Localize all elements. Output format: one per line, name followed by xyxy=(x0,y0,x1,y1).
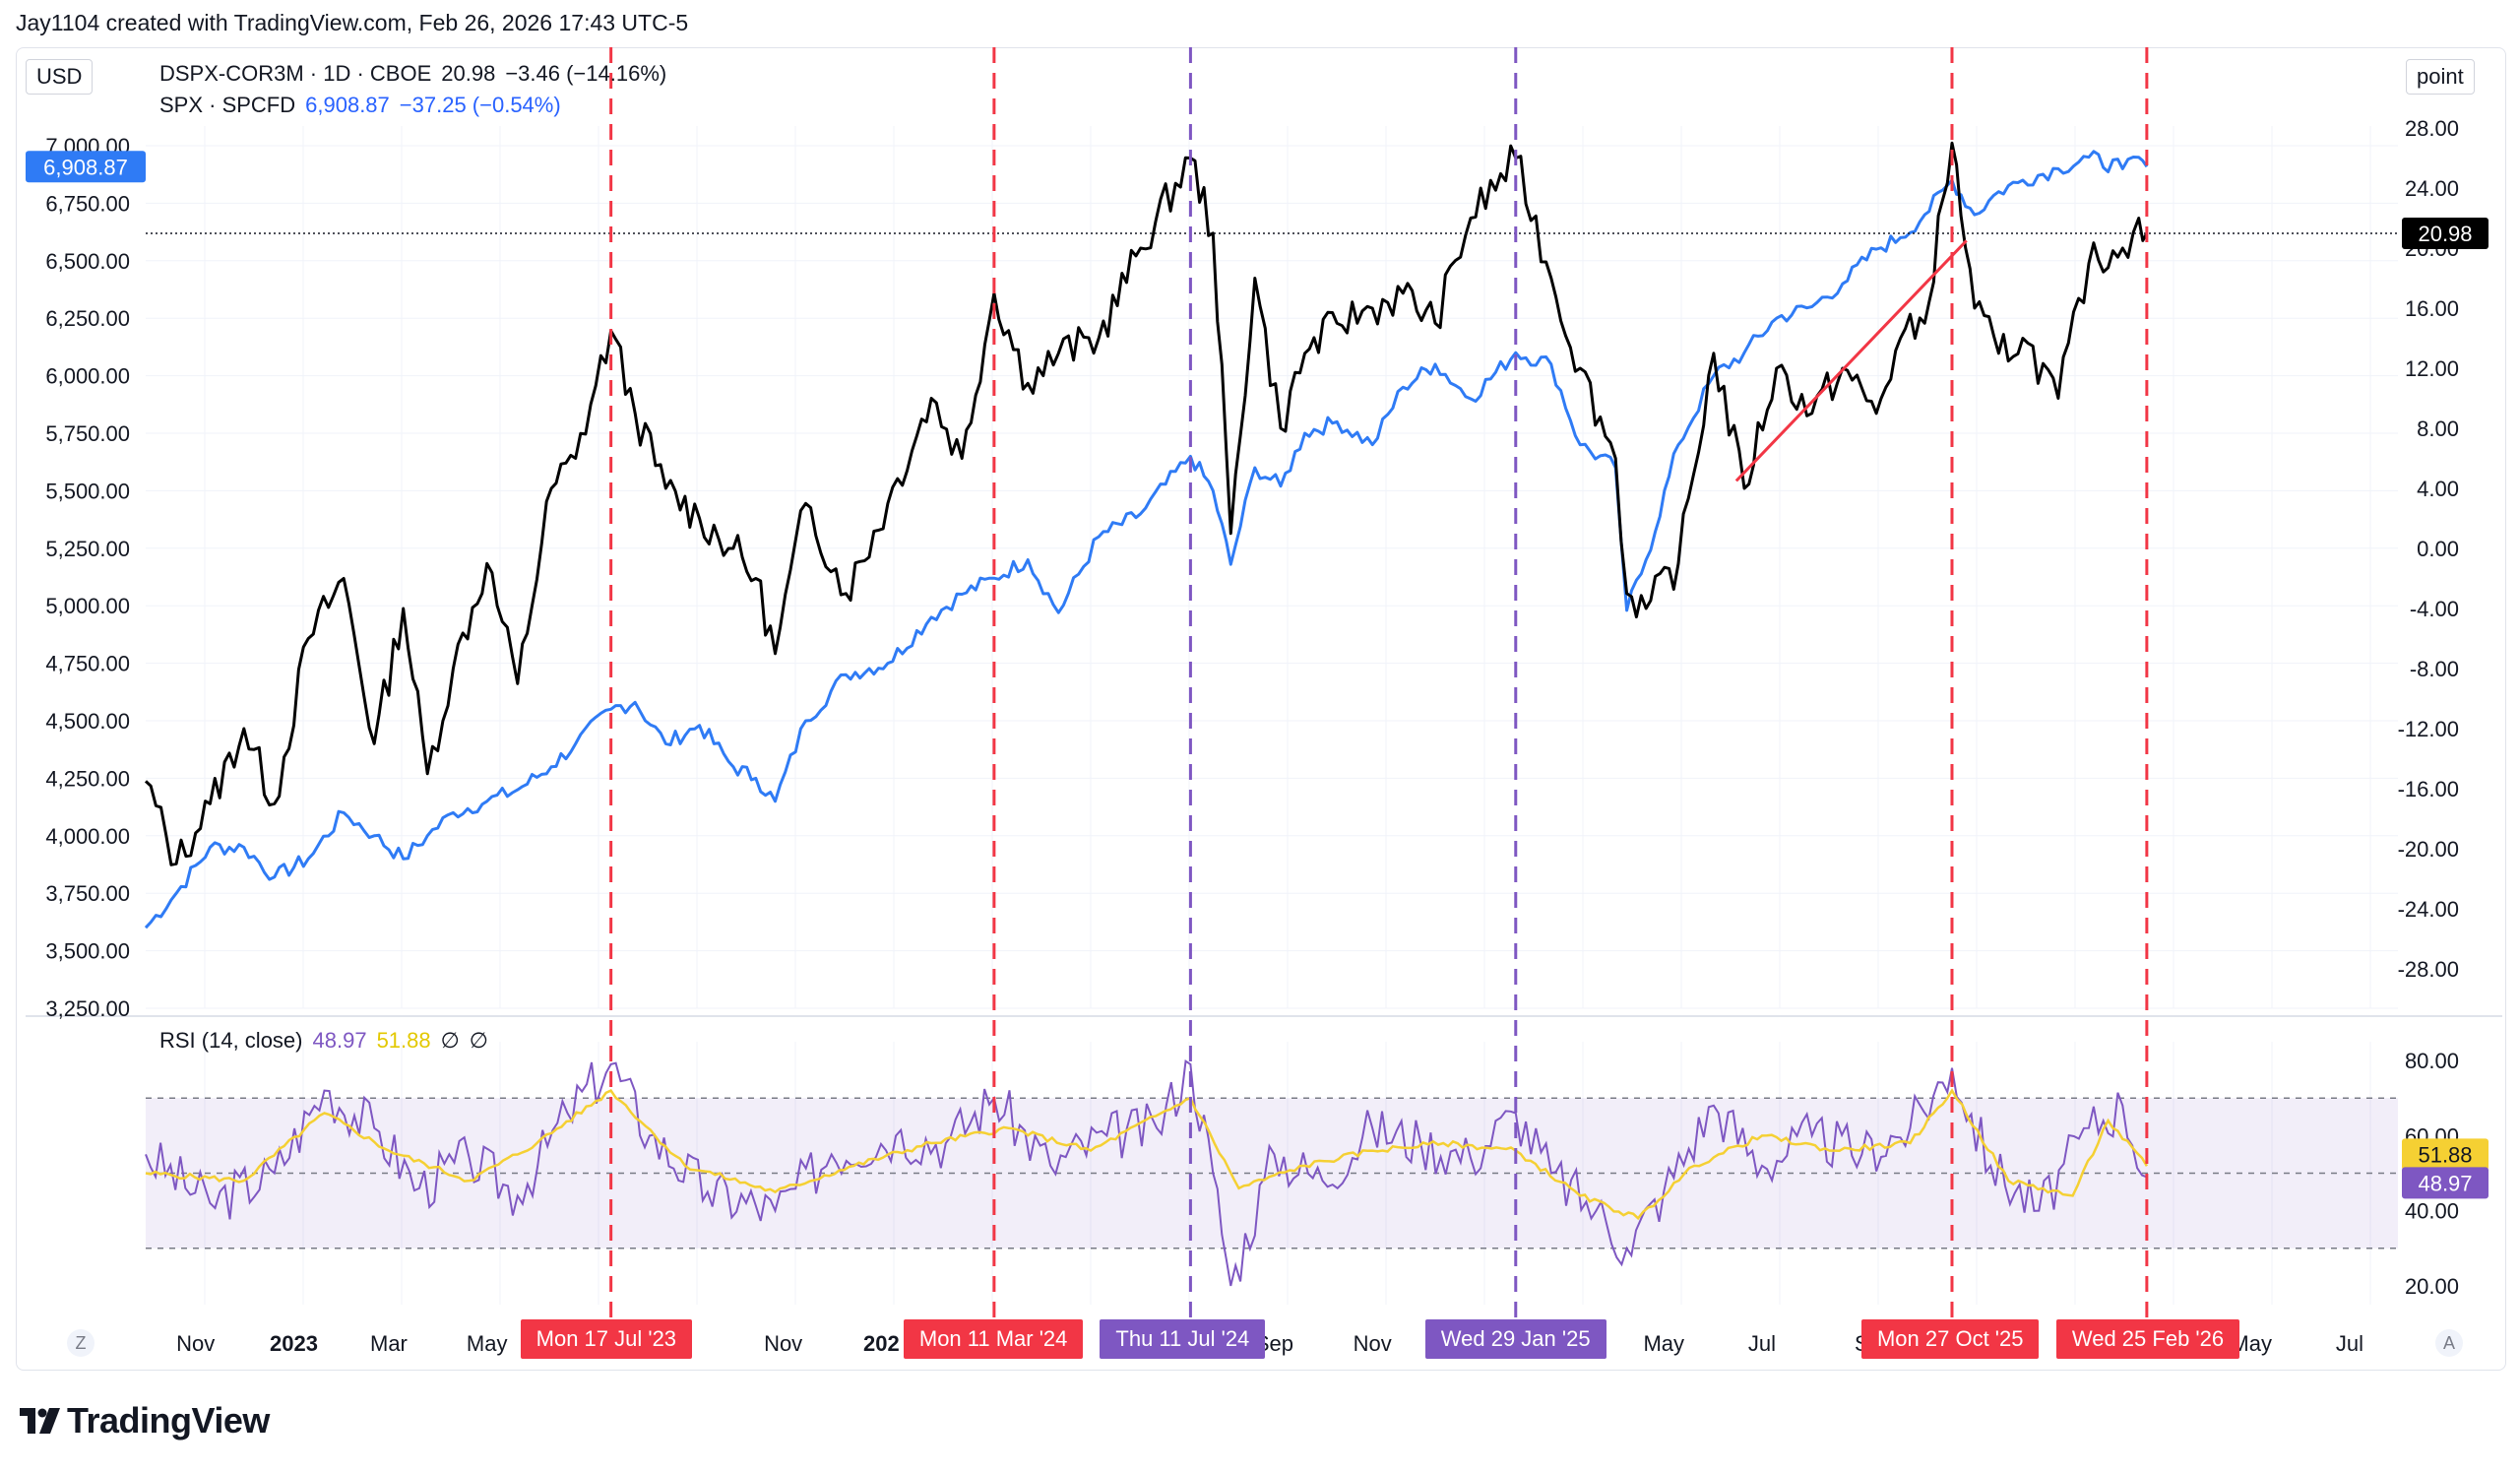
right-axis-tick: 28.00 xyxy=(2405,116,2459,141)
legend-rsi-extra1: ∅ xyxy=(440,1028,460,1053)
legend-series2-change: −37.25 (−0.54%) xyxy=(399,93,561,117)
spx-series-line[interactable] xyxy=(144,150,2149,929)
spx-last-badge-bg xyxy=(26,151,146,183)
legend-rsi-ma: 51.88 xyxy=(376,1028,431,1053)
time-axis-label: Jul xyxy=(1748,1331,1776,1356)
tradingview-logo: TradingView xyxy=(20,1400,270,1441)
right-axis-tick: 8.00 xyxy=(2417,416,2459,441)
time-axis-label: 2023 xyxy=(270,1331,318,1356)
legend-series1-change: −3.46 (−14.16%) xyxy=(505,61,667,86)
time-axis-label: Mar xyxy=(370,1331,408,1356)
event-marker-label: Wed 25 Feb '26 xyxy=(2055,1319,2240,1359)
left-axis-tick: 6,250.00 xyxy=(45,306,130,331)
right-axis-tick: 0.00 xyxy=(2417,537,2459,561)
time-axis-label: Nov xyxy=(1354,1331,1392,1356)
chart-credit: Jay1104 created with TradingView.com, Fe… xyxy=(16,10,689,35)
time-axis-label: Jul xyxy=(2336,1331,2363,1356)
right-axis-tick: 24.00 xyxy=(2405,176,2459,201)
rsi-last-badge: 48.97 xyxy=(2418,1171,2472,1195)
left-axis-tick: 5,500.00 xyxy=(45,479,130,503)
legend-series1-last: 20.98 xyxy=(441,61,496,86)
right-axis-tick: -24.00 xyxy=(2398,897,2459,922)
right-axis-tick: 4.00 xyxy=(2417,477,2459,501)
right-axis-tick: -20.00 xyxy=(2398,837,2459,862)
rsi-line[interactable] xyxy=(145,1058,2148,1287)
left-axis-tick: 6,500.00 xyxy=(45,249,130,274)
rsi-axis-tick: 20.00 xyxy=(2405,1274,2459,1299)
left-axis-tick: 4,000.00 xyxy=(45,824,130,849)
tradingview-logo-icon xyxy=(20,1408,60,1434)
tradingview-logo-text: TradingView xyxy=(67,1400,270,1441)
legend-rsi-label: RSI (14, close) xyxy=(159,1028,303,1053)
left-axis-tick: 3,250.00 xyxy=(45,996,130,1021)
rsi-ma-line[interactable] xyxy=(145,1088,2148,1221)
right-axis-tick: -28.00 xyxy=(2398,957,2459,982)
legend-series1[interactable]: DSPX-COR3M · 1D · CBOE 20.98 −3.46 (−14.16… xyxy=(159,61,676,87)
time-axis-label: May xyxy=(1643,1331,1684,1356)
right-axis-tick: -16.00 xyxy=(2398,777,2459,801)
left-axis-tick: 3,750.00 xyxy=(45,881,130,906)
chart-frame xyxy=(16,47,2506,1371)
left-axis-tick: 3,500.00 xyxy=(45,939,130,964)
event-marker-label: Mon 27 Oct '25 xyxy=(1860,1319,2040,1359)
left-axis-tick: 4,250.00 xyxy=(45,766,130,791)
rsi-axis-tick: 80.00 xyxy=(2405,1049,2459,1073)
left-axis-tick: 5,000.00 xyxy=(45,594,130,618)
event-marker-label: Thu 11 Jul '24 xyxy=(1100,1319,1266,1359)
left-axis-tick: 4,750.00 xyxy=(45,652,130,676)
right-axis-tick: -12.00 xyxy=(2398,717,2459,741)
right-axis-tick: -4.00 xyxy=(2410,597,2459,621)
legend-rsi-extra2: ∅ xyxy=(469,1028,488,1053)
right-axis-tick: -8.00 xyxy=(2410,657,2459,681)
currency-button[interactable]: USD xyxy=(26,59,94,95)
event-marker-label: Mon 17 Jul '23 xyxy=(520,1319,693,1359)
time-axis-label: Nov xyxy=(176,1331,215,1356)
scale-mode-button[interactable]: point xyxy=(2406,59,2475,95)
event-marker-label: Mon 11 Mar '24 xyxy=(903,1319,1084,1359)
left-axis-tick: 6,000.00 xyxy=(45,364,130,389)
dspx-last-badge-bg xyxy=(2402,218,2488,250)
legend-rsi[interactable]: RSI (14, close) 48.97 51.88 ∅ ∅ xyxy=(159,1028,498,1054)
auto-scale-button[interactable]: A xyxy=(2435,1329,2463,1357)
left-axis-tick: 5,250.00 xyxy=(45,537,130,561)
rsi-ma-badge: 51.88 xyxy=(2418,1142,2472,1167)
left-axis-tick: 4,500.00 xyxy=(45,709,130,734)
zoom-corner-button[interactable]: Z xyxy=(67,1329,94,1357)
event-marker-label: Wed 29 Jan '25 xyxy=(1424,1319,1606,1359)
dspx-last-badge: 20.98 xyxy=(2418,222,2472,246)
time-axis-label: May xyxy=(467,1331,508,1356)
legend-series1-symbol: DSPX-COR3M · 1D · CBOE xyxy=(159,61,432,86)
legend-series2-symbol: SPX · SPCFD xyxy=(159,93,296,117)
rsi-axis-tick: 40.00 xyxy=(2405,1199,2459,1224)
legend-series2[interactable]: SPX · SPCFD 6,908.87 −37.25 (−0.54%) xyxy=(159,93,571,118)
time-axis-label: 202 xyxy=(863,1331,900,1356)
spx-last-badge: 6,908.87 xyxy=(43,155,128,179)
rsi-ma-badge-bg xyxy=(2402,1138,2488,1171)
trendline[interactable] xyxy=(1734,239,1968,482)
right-axis-tick: 16.00 xyxy=(2405,296,2459,321)
left-axis-tick: 5,750.00 xyxy=(45,421,130,446)
right-axis-tick: 12.00 xyxy=(2405,356,2459,381)
legend-rsi-value: 48.97 xyxy=(312,1028,367,1053)
left-axis-tick: 6,750.00 xyxy=(45,191,130,216)
legend-series2-last: 6,908.87 xyxy=(305,93,390,117)
rsi-last-badge-bg xyxy=(2402,1167,2488,1199)
time-axis-label: Nov xyxy=(764,1331,802,1356)
